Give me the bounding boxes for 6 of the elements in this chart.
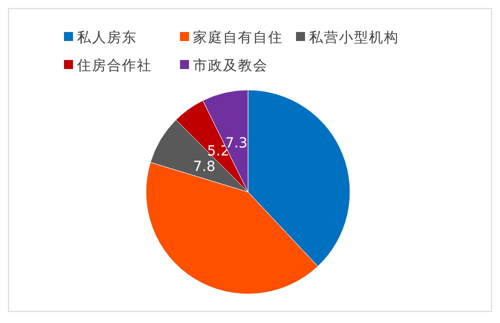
legend-label: 私营小型机构 bbox=[309, 30, 399, 46]
legend-label: 市政及教会 bbox=[193, 58, 268, 74]
legend-label: 住房合作社 bbox=[76, 58, 152, 74]
data-label: 7.8 bbox=[193, 158, 216, 175]
legend-label: 家庭自有自住 bbox=[193, 30, 283, 46]
legend-label: 私人房东 bbox=[77, 30, 137, 46]
